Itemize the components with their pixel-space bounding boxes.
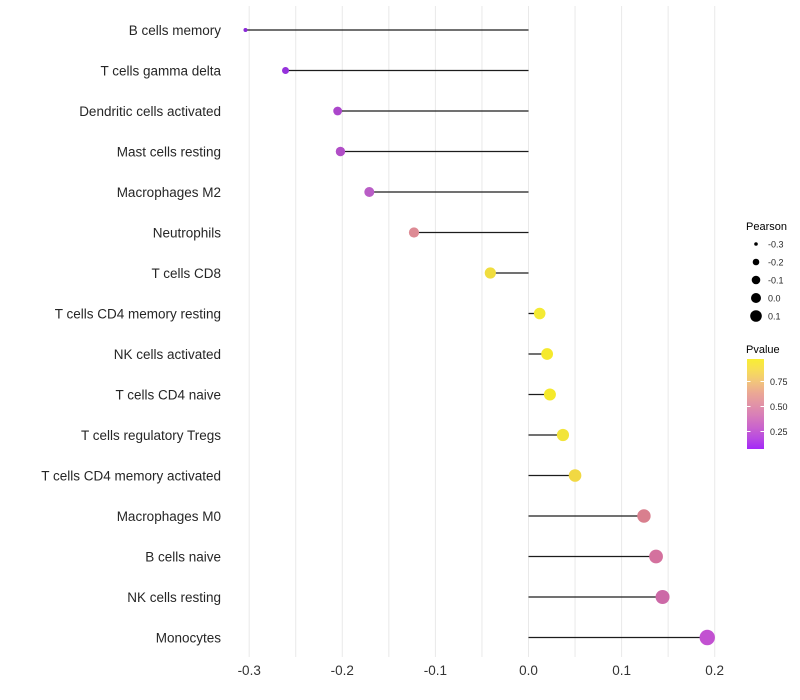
- data-point: [655, 590, 670, 604]
- data-point: [243, 28, 248, 32]
- category-label: NK cells resting: [127, 590, 221, 605]
- x-tick-label: 0.0: [519, 663, 538, 678]
- category-label: T cells CD4 memory resting: [55, 306, 221, 321]
- pvalue-legend-label: 0.25: [770, 427, 788, 437]
- data-point: [282, 67, 290, 74]
- pvalue-legend-title: Pvalue: [746, 344, 780, 356]
- category-label: T cells gamma delta: [100, 63, 221, 78]
- x-tick-label: -0.2: [331, 663, 354, 678]
- data-point: [556, 428, 570, 442]
- category-label: T cells regulatory Tregs: [81, 428, 221, 443]
- category-label: T cells CD4 memory activated: [41, 468, 221, 483]
- pearson-legend-dot: [751, 293, 761, 303]
- data-point: [541, 348, 554, 360]
- pearson-legend-label: 0.1: [768, 311, 781, 321]
- x-tick-label: 0.2: [705, 663, 724, 678]
- data-point: [408, 227, 420, 238]
- pearson-legend-label: -0.2: [768, 257, 784, 267]
- category-label: T cells CD8: [151, 266, 221, 281]
- pearson-legend-dot: [750, 310, 762, 322]
- data-point: [637, 509, 651, 523]
- pearson-legend-title: Pearson: [746, 221, 787, 233]
- category-label: B cells naive: [145, 549, 221, 564]
- x-tick-label: -0.1: [424, 663, 447, 678]
- data-point: [364, 187, 375, 197]
- pvalue-colorbar: [747, 359, 764, 449]
- pearson-legend-dot: [752, 258, 760, 266]
- data-point: [649, 549, 663, 564]
- pvalue-legend-label: 0.50: [770, 402, 788, 412]
- data-point: [484, 267, 496, 279]
- data-point: [333, 106, 343, 116]
- data-point: [543, 388, 556, 401]
- data-point: [568, 469, 582, 482]
- data-point: [699, 629, 715, 646]
- category-label: Macrophages M2: [117, 185, 221, 200]
- x-tick-label: 0.1: [612, 663, 631, 678]
- category-label: Mast cells resting: [117, 144, 221, 159]
- category-label: B cells memory: [129, 23, 222, 38]
- pearson-legend-dot: [754, 242, 758, 246]
- data-point: [533, 307, 546, 320]
- pearson-legend-label: -0.3: [768, 239, 784, 249]
- category-label: T cells CD4 naive: [115, 387, 221, 402]
- pearson-legend-dot: [751, 275, 761, 285]
- category-label: Macrophages M0: [117, 509, 221, 524]
- category-label: Monocytes: [156, 630, 222, 645]
- pearson-legend-label: -0.1: [768, 275, 784, 285]
- x-tick-label: -0.3: [238, 663, 261, 678]
- category-label: Neutrophils: [153, 225, 222, 240]
- pvalue-legend-label: 0.75: [770, 377, 788, 387]
- pearson-legend-label: 0.0: [768, 293, 781, 303]
- category-label: Dendritic cells activated: [79, 104, 221, 119]
- category-label: NK cells activated: [114, 347, 221, 362]
- data-point: [335, 146, 346, 157]
